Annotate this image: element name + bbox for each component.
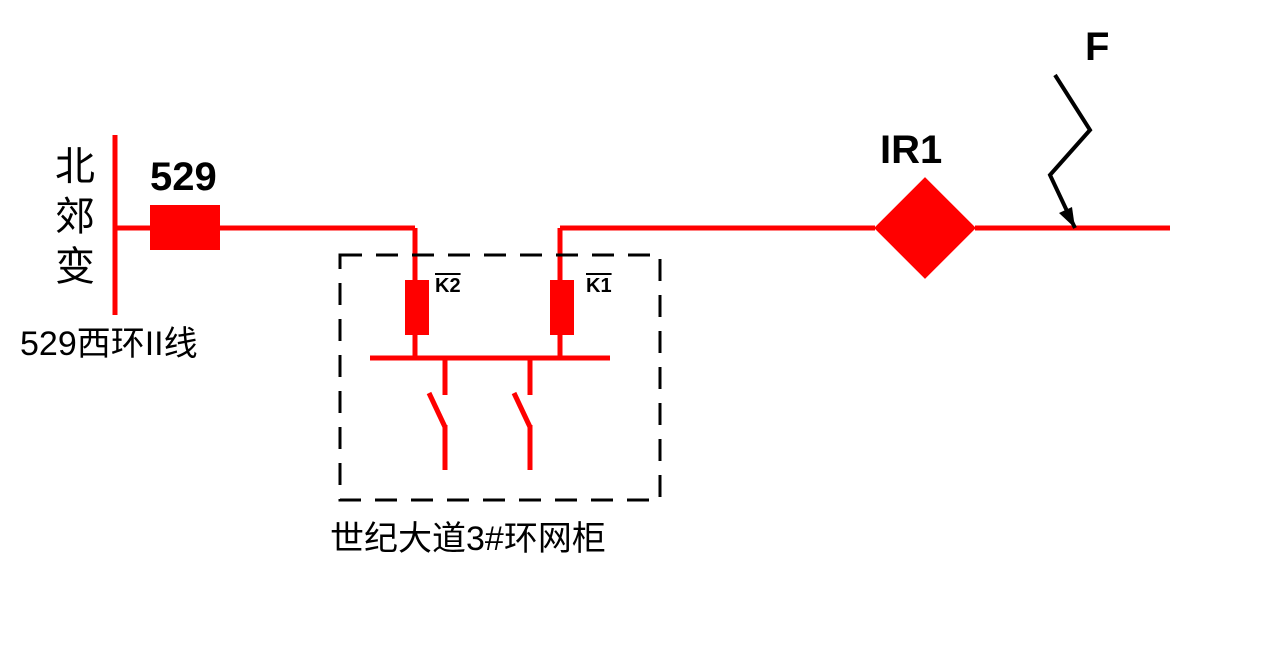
breaker-529 — [150, 205, 220, 250]
substation-label-2: 郊 — [55, 195, 95, 239]
open-switch-2 — [514, 393, 530, 427]
cabinet-label: 世纪大道3#环网柜 — [330, 520, 606, 558]
k1-label: K1 — [586, 275, 612, 297]
switch-k2 — [405, 280, 429, 335]
k2-label: K2 — [435, 275, 461, 297]
substation-label-3: 变 — [55, 245, 95, 289]
fault-arrow-head — [1059, 207, 1075, 228]
fault-label: F — [1085, 25, 1109, 69]
breaker-529-label: 529 — [150, 155, 217, 199]
ring-cabinet-box — [340, 255, 660, 500]
ir1-label: IR1 — [880, 128, 942, 172]
recloser-ir1 — [874, 177, 976, 279]
open-switch-1 — [429, 393, 445, 427]
substation-label-1: 北 — [55, 145, 95, 189]
fault-arrow-shaft — [1050, 75, 1090, 228]
switch-k1 — [550, 280, 574, 335]
line-name-label: 529西环II线 — [20, 325, 198, 363]
